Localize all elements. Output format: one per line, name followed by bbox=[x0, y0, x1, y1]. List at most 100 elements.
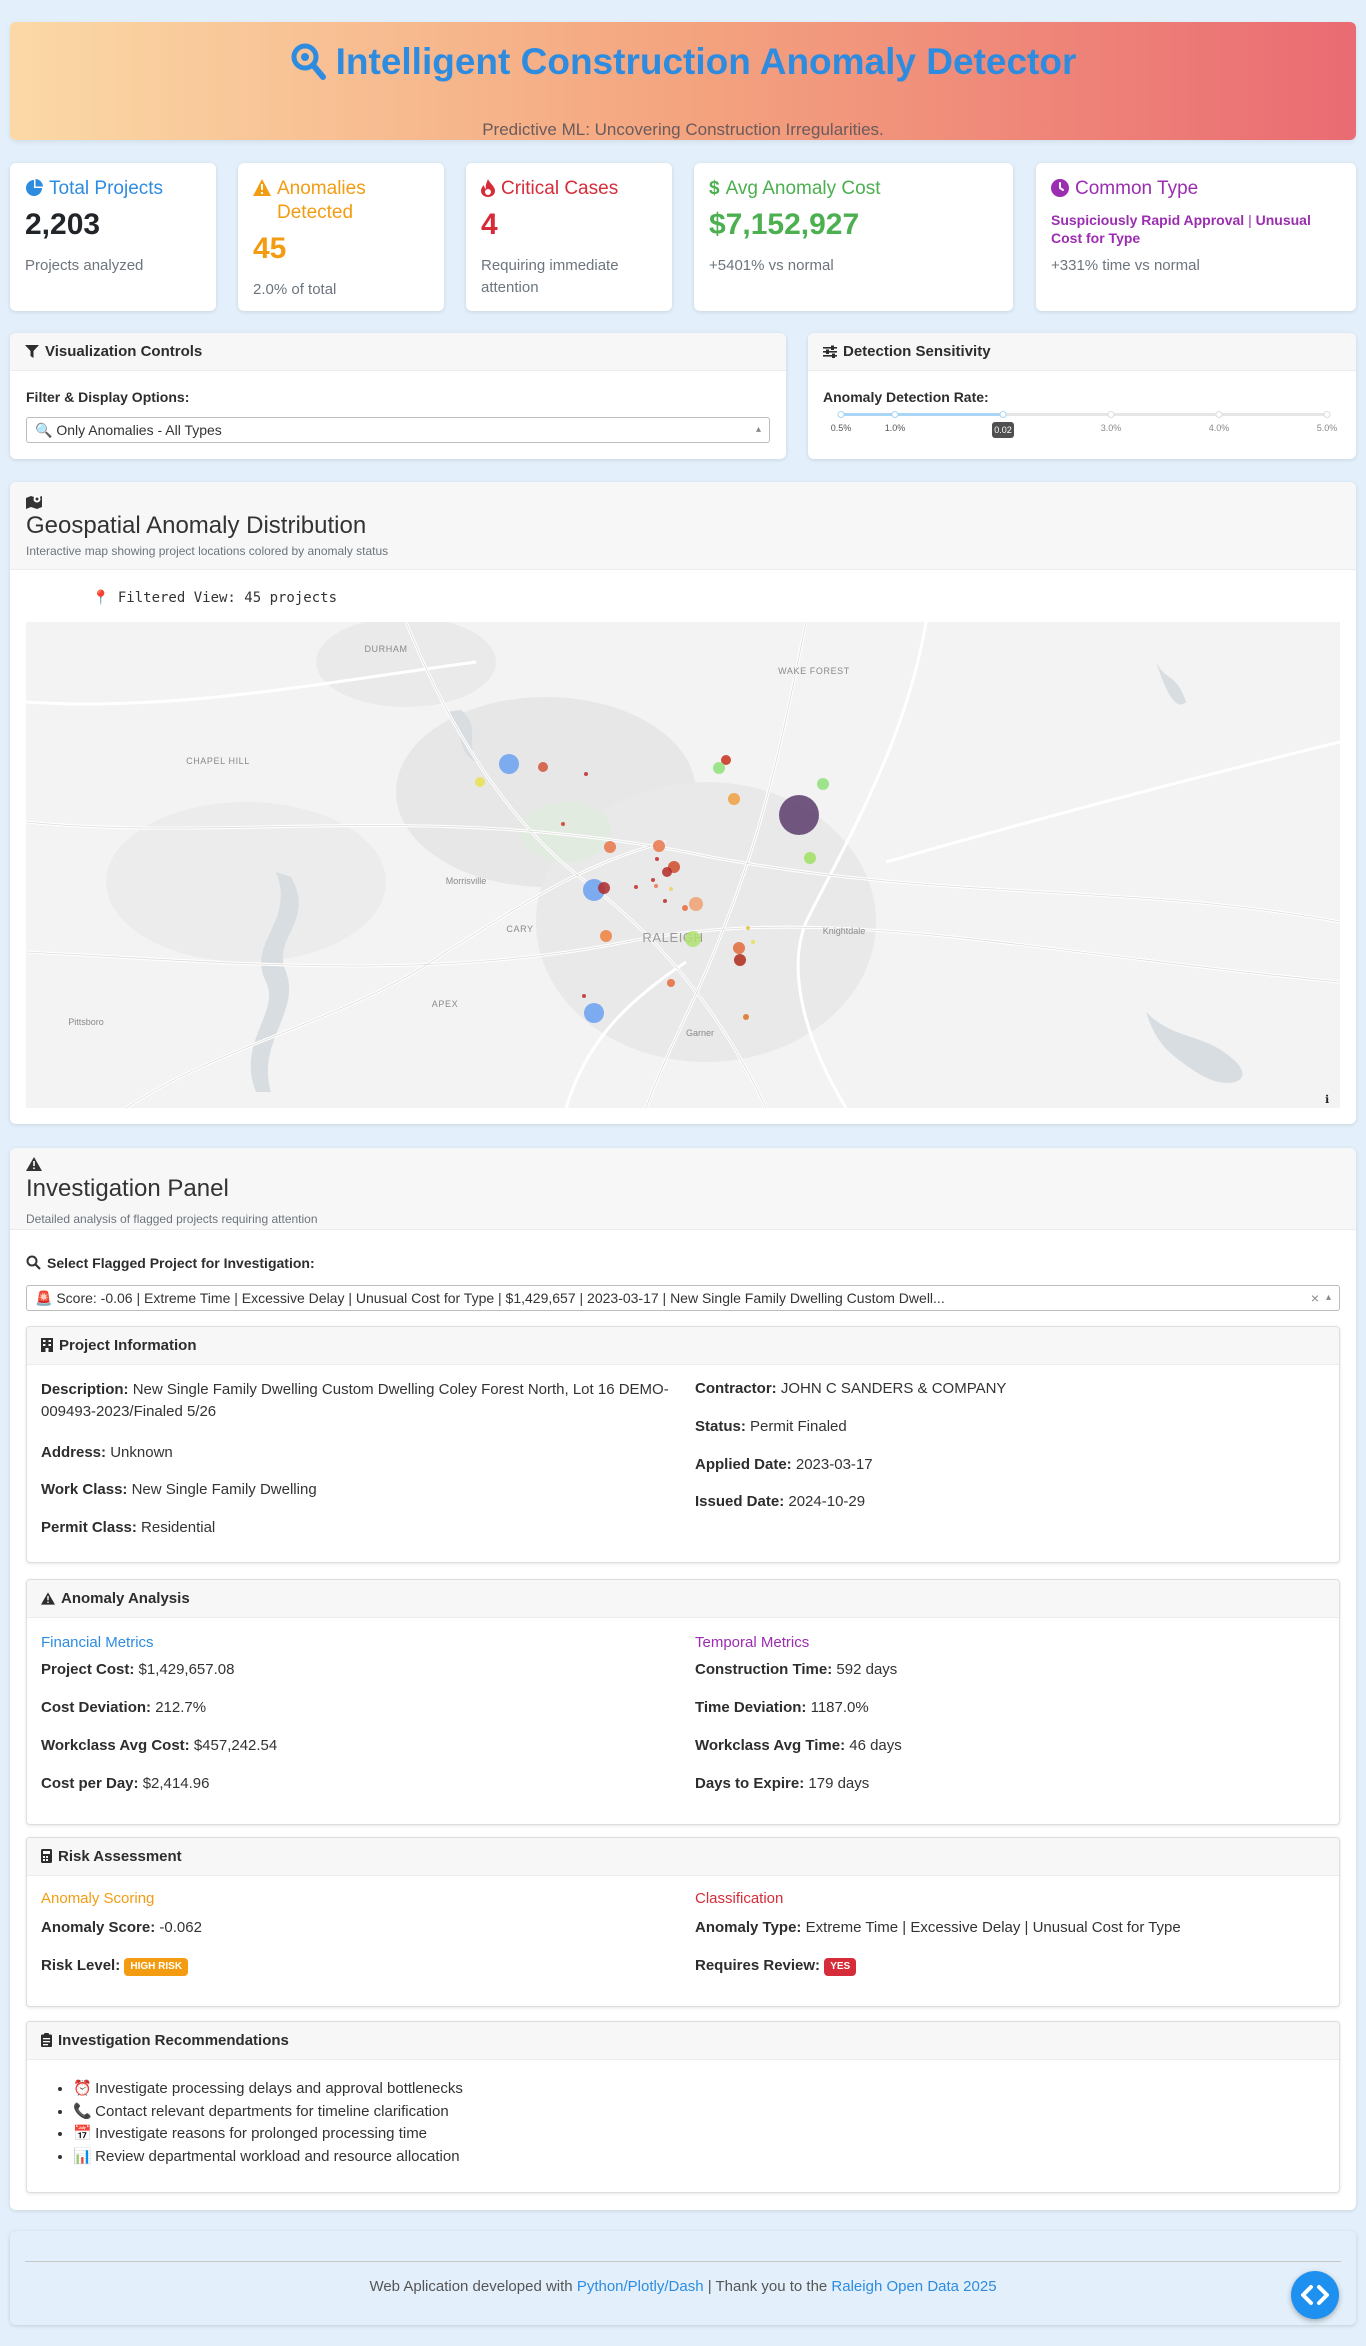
contractor-row: Contractor: JOHN C SANDERS & COMPANY bbox=[695, 1380, 1007, 1397]
search-icon bbox=[26, 1255, 41, 1270]
workclass-row: Work Class: New Single Family Dwelling bbox=[41, 1481, 317, 1498]
code-button[interactable] bbox=[1291, 2271, 1339, 2319]
investigation-subtitle: Detailed analysis of flagged projects re… bbox=[26, 1212, 318, 1226]
lake bbox=[1146, 1012, 1243, 1083]
project-marker bbox=[662, 867, 672, 877]
map-info-icon: ℹ bbox=[1325, 1093, 1329, 1106]
kpi-title: Anomalies Detected bbox=[277, 178, 366, 223]
kpi-value: 45 bbox=[253, 232, 287, 265]
workclass-avg-cost-row: Workclass Avg Cost: $457,242.54 bbox=[41, 1737, 278, 1754]
sensitivity-label: Anomaly Detection Rate: bbox=[823, 389, 989, 405]
map-place-label: WAKE FOREST bbox=[778, 666, 850, 676]
park-area bbox=[521, 802, 611, 862]
anomaly-analysis-card: Anomaly Analysis Financial Metrics Tempo… bbox=[26, 1579, 1340, 1825]
chevron-down-icon[interactable]: ▴ bbox=[1325, 1292, 1331, 1303]
lake bbox=[250, 872, 299, 1092]
anomaly-scoring-title: Anomaly Scoring bbox=[41, 1890, 155, 1907]
kpi-title: Common Type bbox=[1075, 178, 1199, 199]
slider-dot bbox=[999, 411, 1007, 418]
filtered-view-label: 📍 Filtered View: 45 projects bbox=[92, 590, 338, 606]
calculator-icon bbox=[41, 1849, 52, 1863]
slider-track[interactable] bbox=[841, 413, 1003, 416]
map-panel: Geospatial Anomaly Distribution Interact… bbox=[10, 482, 1356, 1124]
filter-dropdown[interactable]: 🔍 Only Anomalies - All Types ▴ bbox=[26, 417, 770, 443]
road-edge bbox=[645, 622, 807, 1108]
filter-icon bbox=[25, 345, 39, 358]
permitclass-row: Permit Class: Residential bbox=[41, 1519, 216, 1536]
project-marker bbox=[561, 822, 565, 826]
requires-review-row: Requires Review: YES bbox=[695, 1956, 857, 1976]
project-marker bbox=[743, 1014, 749, 1020]
phone-icon: 📞 bbox=[73, 2102, 92, 2120]
panel-title: Visualization Controls bbox=[45, 343, 203, 360]
pie-chart-icon bbox=[26, 179, 43, 196]
kpi-type-value: Suspiciously Rapid Approval | Unusual Co… bbox=[1051, 212, 1311, 246]
project-marker bbox=[655, 857, 659, 861]
anomaly-type-row: Anomaly Type: Extreme Time | Excessive D… bbox=[695, 1919, 1181, 1936]
kpi-title: Total Projects bbox=[49, 178, 164, 199]
workclass-avg-time-row: Workclass Avg Time: 46 days bbox=[695, 1737, 902, 1754]
kpi-note: Requiring immediate attention bbox=[481, 257, 619, 296]
building-icon bbox=[41, 1338, 53, 1352]
warning-icon bbox=[253, 179, 271, 196]
project-marker bbox=[654, 884, 658, 888]
recommendations-card: Investigation Recommendations ⏰ Investig… bbox=[26, 2021, 1340, 2193]
kpi-note: +5401% vs normal bbox=[709, 257, 834, 274]
kpi-note: 2.0% of total bbox=[253, 281, 337, 298]
panel-title: Detection Sensitivity bbox=[843, 343, 991, 360]
project-marker bbox=[584, 1003, 604, 1023]
project-marker bbox=[779, 795, 819, 835]
slider-handle[interactable]: 0.02 bbox=[992, 422, 1014, 438]
footer-link-python[interactable]: Python/Plotly/Dash bbox=[576, 2278, 704, 2295]
slider-mark[interactable]: 5.0% bbox=[1316, 423, 1338, 433]
urban-area bbox=[316, 622, 496, 707]
project-marker bbox=[538, 762, 548, 772]
slider-mark[interactable]: 0.5% bbox=[830, 423, 852, 433]
project-marker bbox=[682, 905, 688, 911]
temporal-metrics-title: Temporal Metrics bbox=[695, 1634, 810, 1651]
project-marker bbox=[746, 926, 750, 930]
road-edge bbox=[125, 841, 667, 1108]
card-title: Anomaly Analysis bbox=[61, 1590, 190, 1607]
slider-dot bbox=[837, 411, 845, 418]
slider-dot bbox=[1107, 411, 1115, 418]
classification-title: Classification bbox=[695, 1890, 784, 1907]
clear-icon[interactable]: × bbox=[1310, 1290, 1319, 1306]
bar-chart-icon: 📊 bbox=[73, 2147, 92, 2165]
map-canvas[interactable]: DURHAM WAKE FOREST CHAPEL HILL Morrisville C… bbox=[26, 622, 1340, 1108]
slider-mark[interactable]: 1.0% bbox=[884, 423, 906, 433]
clipboard-icon bbox=[41, 2033, 52, 2047]
road bbox=[885, 740, 1340, 864]
construction-time-row: Construction Time: 592 days bbox=[695, 1661, 898, 1678]
kpi-title: Avg Anomaly Cost bbox=[725, 178, 881, 199]
financial-metrics-title: Financial Metrics bbox=[41, 1634, 154, 1651]
status-row: Status: Permit Finaled bbox=[695, 1418, 847, 1435]
sliders-icon bbox=[823, 345, 837, 358]
project-marker bbox=[663, 899, 667, 903]
kpi-anomalies-detected: Anomalies Detected 45 2.0% of total bbox=[238, 163, 444, 311]
project-marker bbox=[734, 954, 746, 966]
project-information-card: Project Information Description: New Sin… bbox=[26, 1326, 1340, 1563]
project-marker bbox=[600, 930, 612, 942]
slider-mark[interactable]: 4.0% bbox=[1208, 423, 1230, 433]
app-title: Intelligent Construction Anomaly Detecto… bbox=[10, 36, 1356, 88]
project-marker bbox=[669, 887, 673, 891]
card-title: Investigation Recommendations bbox=[58, 2032, 289, 2049]
footer-divider bbox=[25, 2261, 1341, 2262]
project-marker bbox=[604, 841, 616, 853]
chevron-down-icon[interactable]: ▴ bbox=[755, 424, 761, 435]
project-marker bbox=[689, 897, 703, 911]
project-marker bbox=[598, 882, 610, 894]
alarm-clock-icon: ⏰ bbox=[73, 2080, 92, 2097]
sensitivity-slider[interactable]: 0.02 0.5%1.0%2.0%3.0%4.0%5.0% bbox=[823, 409, 1341, 449]
footer-link-raleigh[interactable]: Raleigh Open Data 2025 bbox=[831, 2278, 997, 2295]
app-subtitle: Predictive ML: Uncovering Construction I… bbox=[482, 120, 884, 139]
slider-mark[interactable]: 3.0% bbox=[1100, 423, 1122, 433]
slider-dot bbox=[891, 411, 899, 418]
road-edge bbox=[405, 622, 767, 1108]
kpi-avg-anomaly-cost: $ Avg Anomaly Cost $7,152,927 +5401% vs n… bbox=[694, 163, 1013, 311]
kpi-critical-cases: Critical Cases 4 Requiring immediate att… bbox=[466, 163, 672, 311]
project-select[interactable]: 🚨 Score: -0.06 | Extreme Time | Excessiv… bbox=[26, 1285, 1340, 1311]
kpi-value: 2,203 bbox=[25, 208, 101, 241]
slider-rail[interactable] bbox=[841, 413, 1327, 416]
